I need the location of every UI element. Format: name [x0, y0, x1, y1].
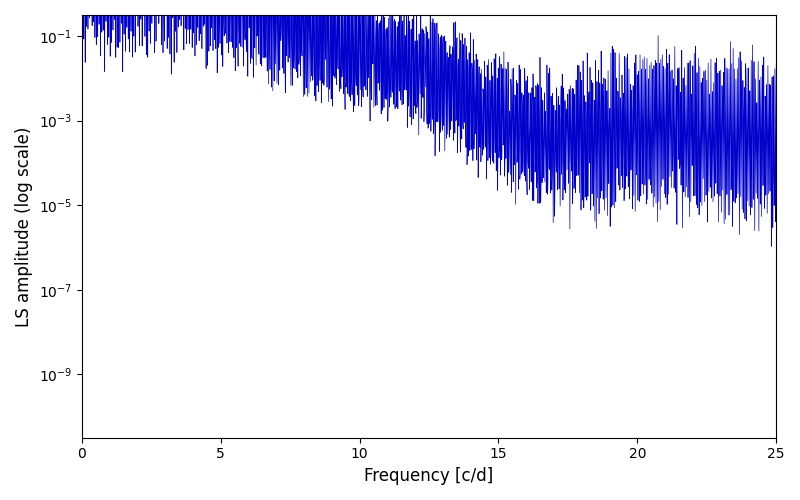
X-axis label: Frequency [c/d]: Frequency [c/d]	[364, 467, 494, 485]
Y-axis label: LS amplitude (log scale): LS amplitude (log scale)	[15, 126, 33, 326]
